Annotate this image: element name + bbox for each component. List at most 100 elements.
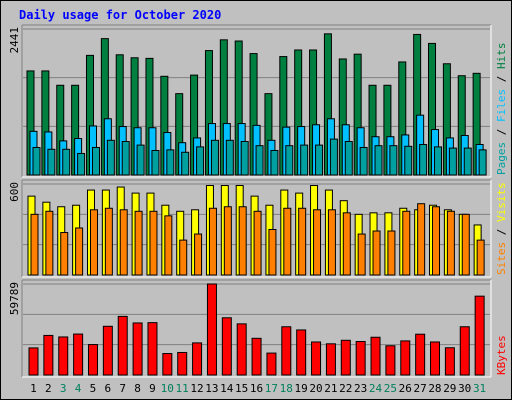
legend-separator: / (495, 69, 508, 89)
bar-sites-day-31 (476, 239, 485, 276)
bar-sites-day-28 (432, 206, 441, 276)
legend-kbytes: KBytes (495, 335, 508, 375)
chart-title: Daily usage for October 2020 (19, 8, 221, 22)
bar-sites-day-14 (223, 206, 232, 276)
day-label-3: 3 (60, 382, 67, 395)
bar-kbytes-day-18 (281, 326, 292, 376)
bar-sites-day-5 (89, 209, 98, 276)
panel-hits: 2441 Pages / Files / Hits (8, 24, 508, 178)
bar-kbytes-day-27 (415, 333, 426, 376)
bar-sites-day-21 (327, 209, 336, 276)
day-label-5: 5 (90, 382, 97, 395)
bar-kbytes-day-9 (147, 322, 158, 376)
day-label-6: 6 (104, 382, 111, 395)
bar-pages-day-18 (285, 145, 294, 176)
day-label-13: 13 (205, 382, 218, 395)
panel-kbytes: 59789 KBytes (8, 279, 508, 378)
bar-kbytes-day-20 (311, 341, 322, 376)
bar-pages-day-8 (136, 144, 145, 176)
bar-pages-day-31 (478, 149, 487, 176)
day-label-21: 21 (324, 382, 337, 395)
bar-kbytes-day-14 (221, 317, 232, 376)
bar-pages-day-7 (121, 141, 130, 176)
bar-kbytes-day-11 (177, 351, 188, 376)
bar-sites-day-24 (372, 230, 381, 276)
legend-pages: Pages (495, 142, 508, 175)
bar-pages-day-20 (315, 144, 324, 176)
bar-sites-day-8 (134, 210, 143, 276)
legend-separator: / (495, 222, 508, 242)
bar-sites-day-16 (253, 210, 262, 276)
bar-kbytes-day-15 (236, 323, 247, 376)
bar-kbytes-day-30 (459, 326, 470, 376)
bar-pages-day-3 (62, 148, 71, 176)
bar-kbytes-day-2 (43, 334, 54, 376)
bar-pages-day-16 (255, 145, 264, 176)
panel-visits: 600 Sites / Visits (8, 179, 508, 278)
bar-kbytes-day-23 (355, 341, 366, 376)
day-label-22: 22 (339, 382, 352, 395)
bar-sites-day-1 (30, 213, 39, 276)
bar-sites-day-6 (104, 207, 113, 276)
day-label-29: 29 (443, 382, 456, 395)
bar-kbytes-day-25 (385, 345, 396, 376)
bar-kbytes-day-21 (325, 343, 336, 376)
bar-kbytes-day-24 (370, 336, 381, 376)
legend-visits: Visits (495, 182, 508, 222)
day-label-30: 30 (458, 382, 471, 395)
day-label-9: 9 (149, 382, 156, 395)
bar-sites-day-20 (313, 209, 322, 276)
bar-pages-day-15 (240, 141, 249, 176)
bar-sites-day-15 (238, 206, 247, 276)
bar-sites-day-11 (179, 239, 188, 276)
legend-hits: Hits (495, 43, 508, 70)
bar-kbytes-day-12 (192, 342, 203, 376)
bar-kbytes-day-13 (206, 283, 217, 376)
day-label-20: 20 (309, 382, 322, 395)
ymax-label-hits: 2441 (8, 27, 21, 54)
bar-sites-day-13 (208, 207, 217, 276)
bar-pages-day-10 (166, 149, 175, 176)
bar-sites-day-7 (119, 209, 128, 276)
bar-kbytes-day-10 (162, 353, 173, 376)
bar-kbytes-day-5 (87, 344, 98, 376)
day-label-1: 1 (30, 382, 37, 395)
bar-pages-day-25 (389, 145, 398, 176)
bar-pages-day-11 (181, 151, 190, 176)
day-label-2: 2 (45, 382, 52, 395)
bar-sites-day-27 (417, 203, 426, 276)
bar-kbytes-day-3 (58, 336, 69, 376)
bar-kbytes-day-29 (444, 347, 455, 376)
bar-pages-day-30 (463, 147, 472, 176)
day-label-7: 7 (119, 382, 126, 395)
bar-pages-day-6 (106, 139, 115, 176)
bar-kbytes-day-17 (266, 352, 277, 376)
bar-pages-day-19 (300, 144, 309, 176)
bar-kbytes-day-16 (251, 337, 262, 376)
x-axis-labels: 1 2 3 4 5 6 7 8 9 10 11 12 13 14 15 16 17 18 19 20 21 22 23 24 2… (30, 382, 486, 395)
legend-visits: Sites / Visits (495, 182, 508, 275)
day-label-14: 14 (220, 382, 234, 395)
bar-sites-day-9 (149, 210, 158, 276)
bar-pages-day-28 (434, 146, 443, 176)
bar-sites-day-3 (60, 232, 69, 276)
legend-files: Files (495, 89, 508, 122)
day-label-26: 26 (399, 382, 412, 395)
bar-kbytes-day-1 (28, 347, 39, 376)
bar-pages-day-23 (359, 146, 368, 176)
day-label-10: 10 (161, 382, 174, 395)
day-label-18: 18 (280, 382, 293, 395)
legend-kbytes: KBytes (495, 335, 508, 375)
day-label-23: 23 (354, 382, 367, 395)
day-label-28: 28 (428, 382, 441, 395)
bar-pages-day-26 (404, 145, 413, 176)
day-label-25: 25 (384, 382, 397, 395)
bar-kbytes-day-22 (340, 339, 351, 376)
day-label-15: 15 (235, 382, 248, 395)
day-label-4: 4 (75, 382, 82, 395)
bar-pages-day-4 (77, 152, 86, 176)
bar-pages-day-9 (151, 149, 160, 176)
ymax-label-kbytes: 59789 (8, 282, 21, 315)
